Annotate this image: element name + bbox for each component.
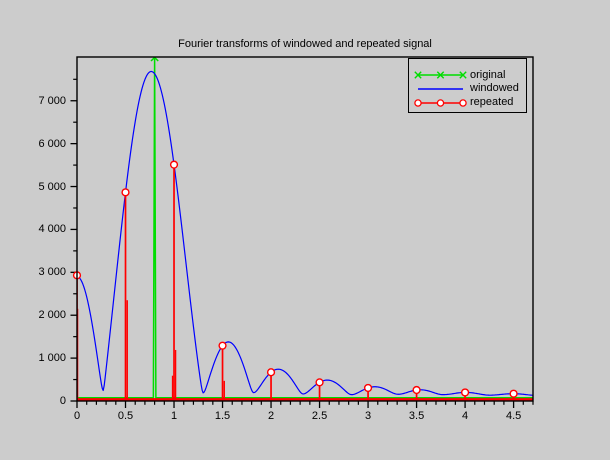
x-tick-label: 3 <box>365 410 372 422</box>
repeated-marker <box>412 385 421 395</box>
y-tick-label: 0 <box>59 395 66 407</box>
x-tick-label: 0.5 <box>117 410 134 422</box>
x-tick-label: 0 <box>73 410 81 422</box>
x-tick-label: 3.5 <box>408 410 425 422</box>
x-tick-label: 4.5 <box>505 410 522 422</box>
y-tick-label: 1 000 <box>38 352 66 365</box>
y-tick-label: 5 000 <box>38 180 66 193</box>
legend-o-marker <box>414 98 422 107</box>
x-tick-label: 2.5 <box>311 410 328 422</box>
legend-row-windowed: windowed <box>414 82 519 96</box>
legend-row-original: original <box>414 68 505 82</box>
x-tick-label: 1.5 <box>214 410 231 422</box>
x-tick-label: 4 <box>462 410 469 422</box>
y-tick-label: 4 000 <box>38 223 66 236</box>
legend-label-repeated: repeated <box>470 96 514 108</box>
legend-sample-repeated <box>414 98 467 107</box>
legend-x-marker <box>414 71 422 79</box>
repeated-marker <box>363 383 373 393</box>
legend-x-marker <box>436 71 445 79</box>
x-tick-label: 2 <box>267 410 275 422</box>
legend-label-windowed: windowed <box>470 82 519 94</box>
legend-box: original windowed repeated <box>408 58 527 113</box>
legend-x-marker <box>459 71 467 79</box>
y-tick-label: 2 000 <box>38 309 66 322</box>
repeated-marker <box>121 188 130 197</box>
repeated-marker <box>460 388 470 397</box>
plot-border <box>76 56 534 402</box>
legend-o-marker <box>436 98 445 107</box>
y-tick-label: 7 000 <box>38 94 66 107</box>
repeated-marker <box>315 378 324 387</box>
windowed-curve <box>77 70 533 396</box>
legend-label-original: original <box>470 68 506 81</box>
legend-o-marker <box>459 98 467 107</box>
legend-sample-windowed <box>418 87 463 90</box>
repeated-marker <box>169 160 179 169</box>
repeated-marker <box>266 368 276 377</box>
chart-title: Fourier transforms of windowed and repea… <box>178 38 432 50</box>
y-tick-label: 6 000 <box>38 137 66 150</box>
repeated-marker <box>218 341 227 350</box>
y-tick-label: 3 000 <box>38 266 66 279</box>
legend-row-repeated: repeated <box>414 96 513 110</box>
repeated-marker <box>509 389 518 398</box>
x-tick-label: 1 <box>170 410 178 422</box>
legend-sample-original <box>414 71 467 79</box>
